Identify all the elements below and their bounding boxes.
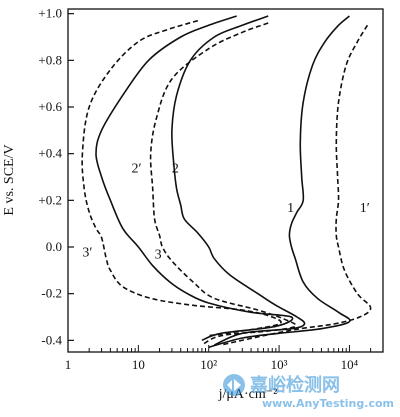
series-label: 3′ [82, 245, 92, 260]
y-tick-label: +0.8 [38, 52, 62, 67]
series-curve-2 [220, 24, 372, 346]
series-label: 3 [155, 248, 162, 263]
y-tick-label: +0.4 [38, 146, 62, 161]
series-curve-4 [149, 22, 297, 346]
watermark-url: www.AnyTesting.com [262, 397, 394, 410]
x-tick-label: 10 [132, 357, 145, 372]
series-label: 2 [172, 161, 179, 176]
series-label: 1′ [360, 201, 370, 216]
curves [81, 15, 372, 349]
y-tick-label: -0.2 [41, 286, 62, 301]
y-axis-label: E vs. SCE/V [2, 144, 17, 215]
axis-ticks: +1.0+0.8+0.6+0.4+0.20.0-0.2-0.41 10 10² 10³… [38, 6, 384, 372]
watermark-logo-icon [223, 374, 245, 396]
y-tick-label: -0.4 [41, 332, 62, 347]
series-curve-3 [171, 15, 306, 346]
watermark: 嘉峪检测网 www.AnyTesting.com [223, 374, 394, 410]
curve-labels: 1 1′ 2 2′ 3 3′ [82, 161, 369, 262]
series-curve-6 [81, 19, 282, 337]
y-tick-label: +0.6 [38, 99, 62, 114]
series-curve-1 [208, 15, 351, 349]
y-tick-label: +1.0 [38, 6, 62, 21]
x-tick-label: 10⁴ [341, 357, 359, 372]
series-label: 2′ [132, 161, 142, 176]
x-tick-label: 10² [200, 357, 217, 372]
y-tick-label: +0.2 [38, 192, 62, 207]
y-tick-label: 0.0 [46, 239, 62, 254]
watermark-title: 嘉峪检测网 [249, 374, 340, 396]
x-tick-label: 1 [65, 357, 72, 372]
x-tick-label: 10³ [271, 357, 288, 372]
series-curve-5 [95, 15, 294, 342]
plot-frame [67, 8, 384, 353]
series-label: 1 [287, 201, 294, 216]
